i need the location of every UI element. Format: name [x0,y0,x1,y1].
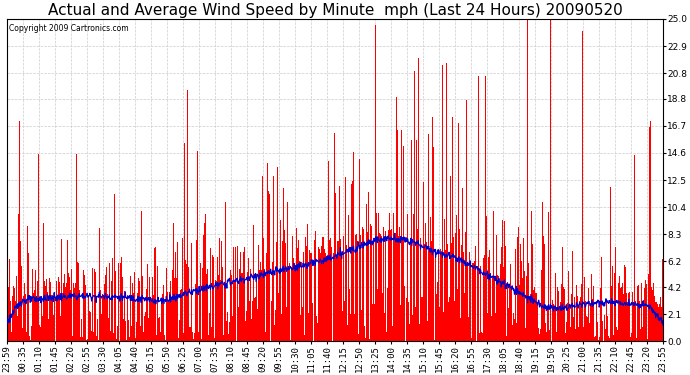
Title: Actual and Average Wind Speed by Minute  mph (Last 24 Hours) 20090520: Actual and Average Wind Speed by Minute … [48,3,622,18]
Text: Copyright 2009 Cartronics.com: Copyright 2009 Cartronics.com [8,24,128,33]
